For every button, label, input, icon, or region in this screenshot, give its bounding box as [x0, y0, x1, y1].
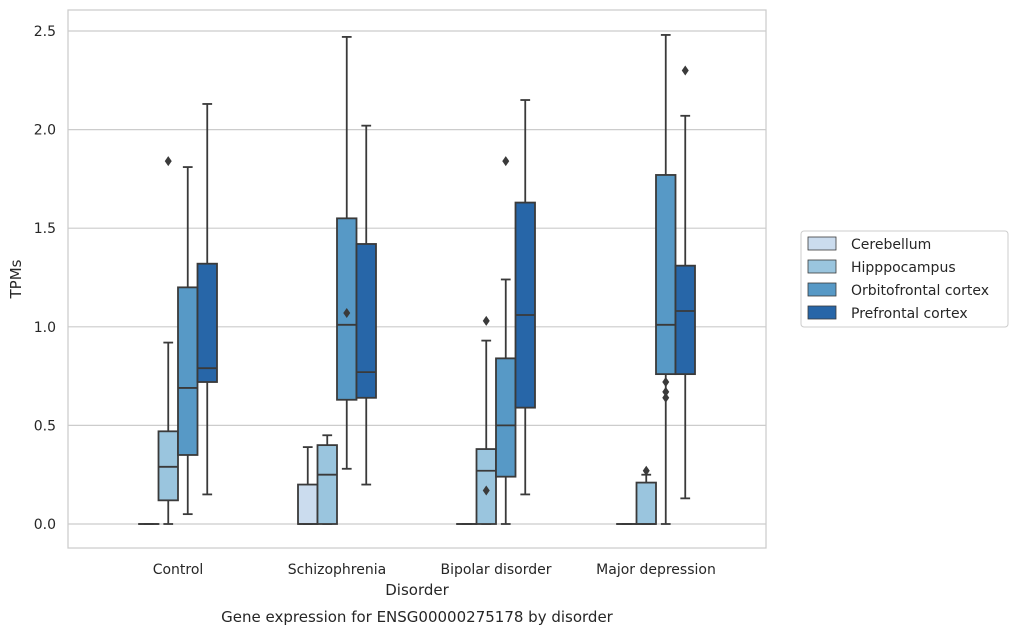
legend-swatch — [808, 237, 836, 250]
x-tick-label: Major depression — [596, 562, 716, 578]
chart-caption: Gene expression for ENSG00000275178 by d… — [221, 608, 614, 626]
y-tick-label: 0.5 — [34, 418, 56, 434]
legend-label: Prefrontal cortex — [851, 306, 968, 322]
x-axis-ticks: Control Schizophrenia Bipolar disorder Majo… — [153, 562, 716, 578]
box-iqr — [516, 203, 536, 408]
y-tick-label: 0.0 — [34, 517, 56, 533]
y-tick-label: 2.5 — [34, 24, 56, 40]
legend-label: Hipppocampus — [851, 260, 956, 276]
legend-swatch — [808, 283, 836, 296]
box-iqr — [178, 287, 198, 455]
box-iqr — [159, 431, 179, 500]
y-tick-label: 2.0 — [34, 123, 56, 139]
box-iqr — [656, 175, 676, 374]
box-iqr — [496, 358, 516, 476]
x-tick-label: Control — [153, 562, 204, 578]
x-axis-label: Disorder — [385, 581, 449, 599]
x-tick-label: Schizophrenia — [288, 562, 386, 578]
y-axis-label: TPMs — [7, 259, 25, 299]
box-iqr — [298, 485, 318, 524]
x-tick-label: Bipolar disorder — [440, 562, 551, 578]
y-axis-ticks: 0.0 0.5 1.0 1.5 2.0 2.5 — [34, 24, 56, 533]
y-tick-label: 1.0 — [34, 320, 56, 336]
box-iqr — [357, 244, 377, 398]
legend: Cerebellum Hipppocampus Orbitofrontal cort… — [801, 231, 1008, 327]
box-iqr — [318, 445, 338, 524]
legend-swatch — [808, 306, 836, 319]
box-iqr — [676, 266, 696, 374]
box-hipppocampus — [318, 435, 338, 524]
legend-label: Orbitofrontal cortex — [851, 283, 989, 299]
legend-swatch — [808, 260, 836, 273]
box-iqr — [637, 483, 657, 524]
box-iqr — [198, 264, 218, 382]
y-tick-label: 1.5 — [34, 221, 56, 237]
legend-label: Cerebellum — [851, 237, 931, 253]
